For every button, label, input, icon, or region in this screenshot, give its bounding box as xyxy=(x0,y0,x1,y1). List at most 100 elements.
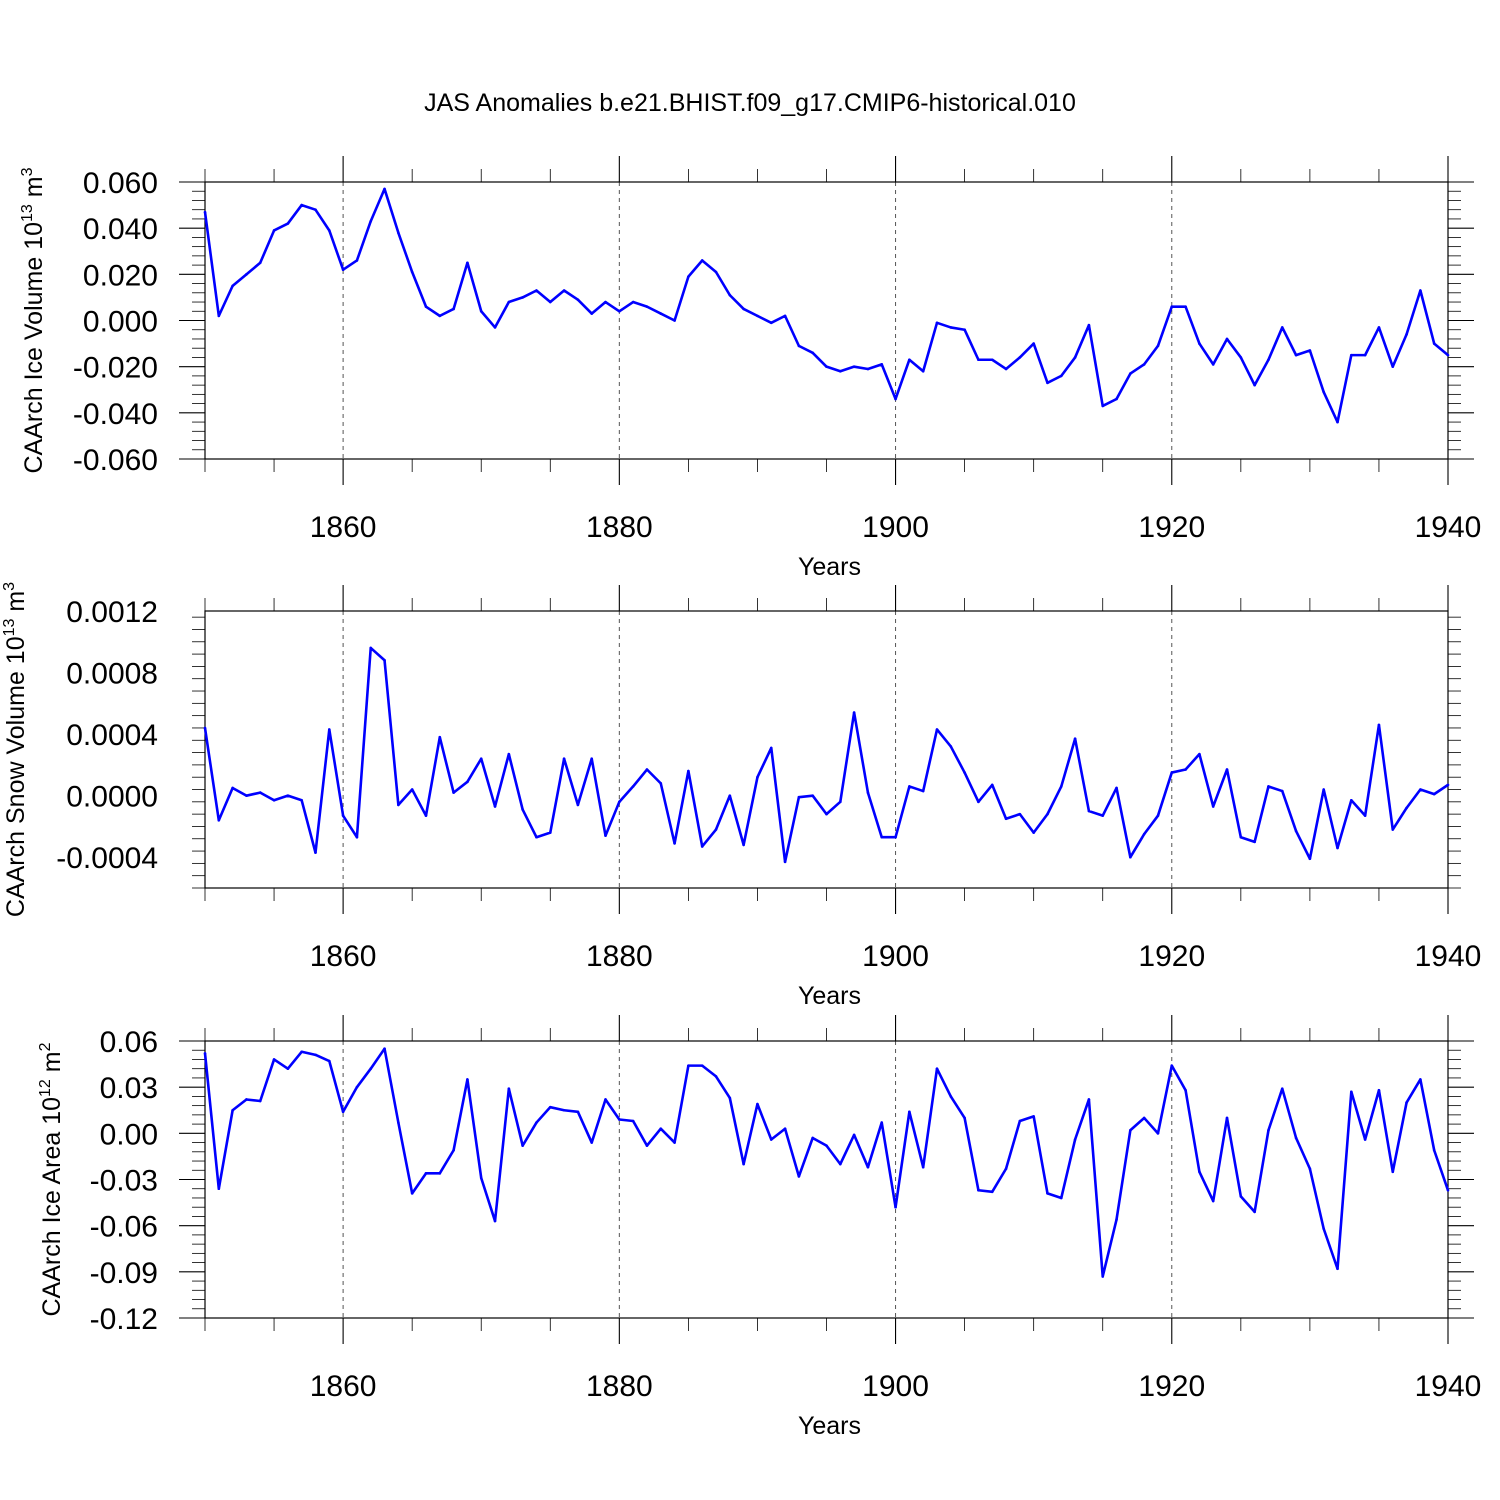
data-point xyxy=(1129,855,1132,859)
data-point xyxy=(1253,383,1256,387)
data-point xyxy=(1073,737,1077,741)
panels: 0.060 0.040 0.020 0.000 -0.020 -0.040 -0.060 18… xyxy=(1,156,1481,1440)
data-point xyxy=(645,768,649,771)
data-point xyxy=(203,726,207,730)
y-tick-label: 0.0008 xyxy=(66,658,158,691)
data-point xyxy=(742,1162,745,1166)
data-point xyxy=(1156,814,1160,817)
data-point xyxy=(645,1144,649,1147)
data-point xyxy=(438,735,442,739)
data-point xyxy=(1239,356,1243,359)
data-point xyxy=(811,794,814,797)
data-point xyxy=(880,1121,884,1124)
data-point xyxy=(479,309,483,313)
data-point xyxy=(245,1098,248,1101)
data-point xyxy=(548,300,552,304)
data-point xyxy=(1073,356,1077,359)
series-points xyxy=(203,1047,1450,1278)
data-point xyxy=(245,273,248,276)
data-point xyxy=(908,1110,911,1114)
data-point xyxy=(1198,752,1201,756)
data-point xyxy=(1101,1275,1105,1278)
data-point xyxy=(1391,365,1395,368)
data-point xyxy=(383,1047,386,1050)
x-tick-label: 1940 xyxy=(1415,940,1482,973)
data-point xyxy=(479,1176,483,1180)
data-point xyxy=(217,314,221,318)
data-point xyxy=(894,397,897,401)
data-point xyxy=(1280,789,1284,793)
data-point xyxy=(383,658,386,662)
data-point xyxy=(687,1064,690,1067)
data-point xyxy=(300,798,303,802)
data-point xyxy=(355,259,359,262)
data-point xyxy=(1087,323,1091,327)
data-point xyxy=(272,1058,276,1061)
data-point xyxy=(1101,814,1105,817)
data-point xyxy=(618,309,621,313)
data-point xyxy=(1156,1132,1160,1135)
data-point xyxy=(286,1067,290,1070)
data-point xyxy=(756,314,759,318)
data-point xyxy=(314,851,317,854)
data-point xyxy=(590,1141,594,1144)
y-tick-label: -0.06 xyxy=(90,1211,158,1244)
x-tick-label: 1900 xyxy=(862,511,929,544)
data-point xyxy=(1184,1088,1187,1092)
data-point xyxy=(272,798,276,802)
data-point xyxy=(1363,814,1367,817)
data-point xyxy=(1170,771,1174,774)
data-point xyxy=(1322,788,1325,791)
data-point xyxy=(756,1102,759,1106)
data-point xyxy=(645,305,649,308)
data-point xyxy=(714,828,718,831)
x-tick-label: 1880 xyxy=(586,511,653,544)
data-point xyxy=(1432,1148,1436,1152)
data-point xyxy=(935,728,939,731)
data-point xyxy=(673,1141,676,1144)
y-tick-label: 0.060 xyxy=(83,167,158,200)
y-tick-label: -0.09 xyxy=(90,1257,158,1290)
data-point xyxy=(687,275,690,278)
data-point xyxy=(1377,326,1381,329)
data-point xyxy=(631,300,635,304)
x-tick-label: 1920 xyxy=(1138,511,1205,544)
data-point xyxy=(507,300,511,304)
data-point xyxy=(783,314,787,318)
data-point xyxy=(1170,1064,1174,1067)
data-point xyxy=(466,261,469,265)
data-point xyxy=(1129,1128,1132,1132)
data-point xyxy=(1350,353,1353,357)
data-point xyxy=(963,1116,966,1120)
data-point xyxy=(424,814,428,817)
data-point xyxy=(535,1121,538,1124)
data-point xyxy=(1225,768,1229,771)
data-point xyxy=(977,800,980,804)
data-point xyxy=(245,794,248,797)
data-point xyxy=(341,814,345,817)
data-point xyxy=(1087,1098,1091,1101)
data-point xyxy=(797,344,801,348)
data-point xyxy=(659,782,663,785)
data-point xyxy=(1267,358,1270,362)
data-point xyxy=(1142,832,1146,836)
data-point xyxy=(1363,353,1367,357)
data-point xyxy=(1446,353,1450,357)
data-point xyxy=(1267,785,1270,788)
data-point xyxy=(1336,846,1339,850)
data-point xyxy=(880,363,884,366)
y-tick-label: 0.000 xyxy=(83,306,158,339)
data-point xyxy=(742,307,745,311)
y-axis-title: CAArch Ice Area 1012 m2 xyxy=(37,1042,66,1316)
data-point xyxy=(852,711,856,714)
series-points xyxy=(203,646,1450,864)
data-point xyxy=(1046,381,1049,385)
data-point xyxy=(1142,1116,1146,1120)
data-point xyxy=(286,794,290,797)
y-tick-label: 0.020 xyxy=(83,259,158,292)
data-point xyxy=(1059,785,1063,788)
data-point xyxy=(1198,342,1201,345)
data-point xyxy=(742,843,745,847)
data-point xyxy=(1391,828,1395,831)
data-point xyxy=(452,1148,455,1152)
